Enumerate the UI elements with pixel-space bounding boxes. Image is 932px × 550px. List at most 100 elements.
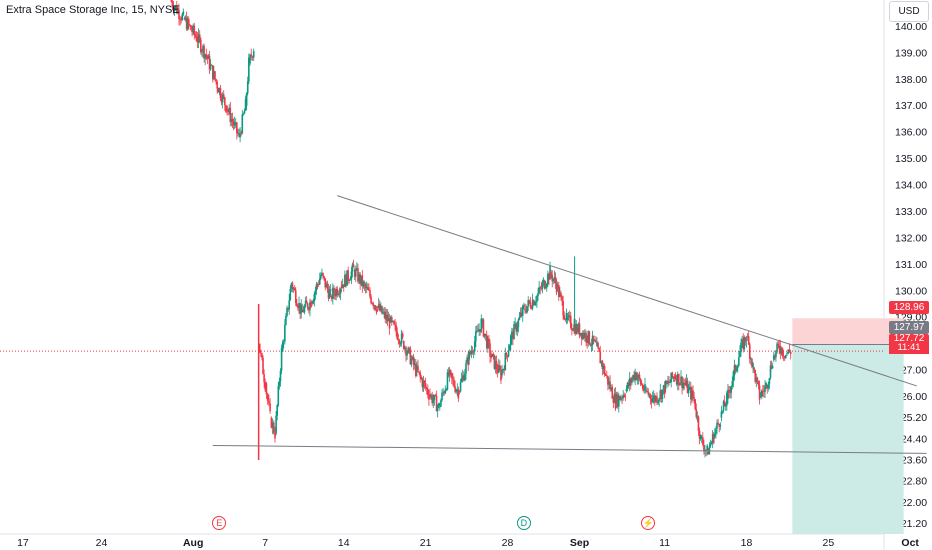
x-tick-label: Oct — [901, 537, 919, 549]
candle-body — [323, 276, 325, 279]
candle-body — [603, 365, 606, 375]
candle-body — [742, 339, 745, 350]
candle-body — [693, 396, 695, 399]
candle-body — [456, 389, 459, 391]
candle-body — [572, 329, 574, 331]
candle-body — [225, 105, 227, 112]
candle-body — [229, 107, 232, 122]
candle-body — [545, 283, 548, 287]
candle-body — [607, 375, 609, 385]
candle-body — [405, 347, 407, 356]
candle-body — [576, 327, 579, 333]
y-tick-label: 131.00 — [895, 259, 927, 271]
candle-body — [507, 350, 510, 357]
candle-body — [723, 401, 726, 407]
candle-body — [635, 372, 638, 381]
candle-body — [640, 384, 643, 386]
candle-body — [784, 354, 787, 358]
candle-body — [535, 301, 537, 303]
candle-body — [340, 285, 343, 288]
candle-body — [341, 284, 344, 288]
candle-body — [320, 274, 322, 279]
candle-body — [365, 287, 368, 289]
y-tick-label: 134.00 — [895, 180, 927, 192]
candle-body — [687, 387, 690, 394]
candle-body — [397, 339, 400, 341]
candle-body — [302, 309, 305, 313]
earnings-event-icon[interactable]: E — [212, 516, 227, 530]
y-tick-label: 133.00 — [895, 206, 927, 218]
candle-body — [209, 64, 212, 70]
candle-body — [287, 307, 289, 310]
candle-body — [241, 114, 244, 134]
candle-body — [726, 392, 728, 406]
candle-body — [389, 317, 392, 323]
candle-body — [249, 54, 251, 64]
candle-body — [467, 357, 469, 366]
dividend-event-icon[interactable]: D — [516, 516, 531, 530]
candle-body — [172, 6, 175, 11]
candle-body — [511, 331, 513, 339]
candle-body — [315, 284, 318, 291]
candle-body — [403, 341, 405, 349]
candle-body — [538, 287, 540, 293]
x-tick-label: 28 — [502, 537, 514, 549]
currency-selector[interactable]: USD — [889, 1, 929, 22]
y-tick-label: 138.00 — [895, 74, 927, 86]
candle-body — [497, 365, 500, 373]
candle-body — [608, 381, 610, 385]
candle-body — [276, 404, 279, 416]
candle-body — [700, 437, 703, 439]
candle-body — [466, 357, 468, 364]
candle-body — [322, 273, 324, 277]
candle-body — [670, 372, 672, 382]
candle-body — [789, 351, 792, 355]
candle-body — [269, 403, 271, 412]
candle-body — [260, 352, 262, 354]
candle-body — [202, 45, 204, 52]
candle-body — [525, 310, 527, 313]
candle-body — [555, 283, 558, 293]
bar-countdown: 11:41 — [889, 342, 929, 354]
candle-body — [427, 388, 429, 395]
candle-body — [304, 300, 307, 307]
candle-body — [763, 391, 765, 393]
candle-body — [240, 132, 242, 134]
x-tick-label: Sep — [570, 537, 589, 549]
candle-body — [350, 271, 353, 280]
candle-body — [196, 37, 199, 43]
candle-body — [292, 288, 295, 290]
candle-body — [448, 370, 451, 376]
candle-body — [543, 280, 546, 289]
candle-body — [479, 329, 481, 332]
candle-body — [421, 379, 424, 388]
candle-body — [441, 392, 443, 401]
news-event-icon[interactable]: ⚡ — [641, 516, 656, 530]
candle-body — [544, 286, 547, 289]
candle-body — [605, 375, 608, 377]
candle-body — [690, 386, 692, 400]
candle-body — [218, 88, 221, 93]
candle-body — [463, 375, 465, 381]
candle-body — [286, 307, 288, 316]
candle-body — [451, 372, 453, 379]
candle-body — [232, 121, 235, 126]
candle-body — [556, 284, 559, 286]
candle-body — [401, 333, 404, 338]
candle-body — [596, 342, 598, 347]
candle-body — [237, 133, 239, 135]
candle-body — [768, 378, 771, 384]
candle-body — [686, 380, 689, 394]
candle-body — [180, 19, 182, 21]
candle-body — [779, 346, 782, 354]
candle-body — [648, 394, 651, 396]
candle-body — [477, 330, 479, 332]
candle-body — [317, 284, 320, 286]
candle-body — [514, 323, 516, 325]
candle-body — [610, 387, 612, 390]
candle-body — [437, 403, 440, 407]
candle-body — [392, 321, 394, 322]
candle-body — [598, 347, 600, 352]
candle-body — [777, 343, 779, 346]
